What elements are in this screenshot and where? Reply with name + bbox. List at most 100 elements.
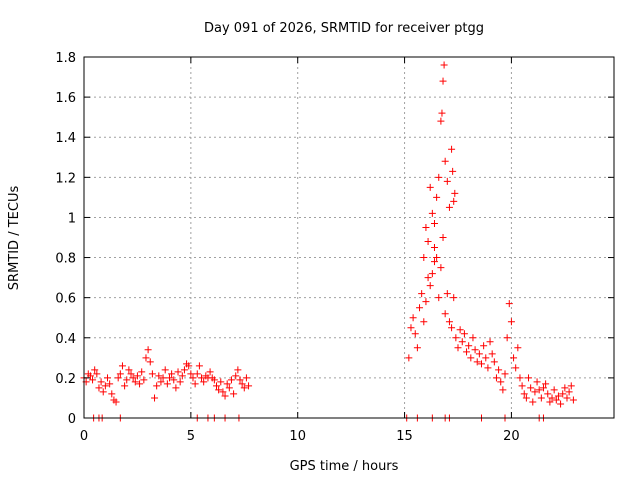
data-point (437, 117, 445, 125)
data-point (121, 382, 129, 390)
data-point (178, 372, 186, 380)
data-point (486, 338, 494, 346)
data-point (416, 304, 424, 312)
data-point (440, 61, 448, 69)
data-point (505, 300, 513, 308)
data-point (138, 368, 146, 376)
data-point (471, 346, 479, 354)
data-point (563, 394, 571, 402)
data-point (559, 390, 567, 398)
data-point (430, 258, 438, 266)
data-point (499, 386, 507, 394)
data-point (217, 378, 225, 386)
data-point (91, 366, 99, 374)
data-point (449, 167, 457, 175)
data-point (232, 372, 240, 380)
data-point (450, 197, 458, 205)
y-tick-label: 1.2 (55, 171, 76, 186)
data-point (191, 380, 199, 388)
data-point (548, 394, 556, 402)
data-point (475, 350, 483, 358)
y-tick-label: 1.8 (55, 51, 76, 66)
data-point (97, 378, 105, 386)
data-point (140, 376, 148, 384)
data-point (112, 398, 120, 406)
data-point (163, 380, 171, 388)
data-point (174, 368, 182, 376)
data-point (448, 324, 456, 332)
data-point (480, 342, 488, 350)
y-axis-label: SRMTID / TECUs (7, 186, 22, 291)
x-tick-label: 15 (396, 429, 413, 444)
data-point (561, 384, 569, 392)
data-point (435, 294, 443, 302)
data-point (527, 384, 535, 392)
y-tick-label: 1 (68, 211, 76, 226)
data-point (428, 270, 436, 278)
data-point (451, 189, 459, 197)
data-point (544, 390, 552, 398)
data-point (93, 370, 101, 378)
data-point (539, 384, 547, 392)
data-point (452, 334, 460, 342)
x-axis-label: GPS time / hours (290, 459, 399, 474)
data-point (454, 344, 462, 352)
data-point (210, 376, 218, 384)
data-point (165, 374, 173, 382)
x-tick-label: 10 (289, 429, 306, 444)
data-point (503, 334, 511, 342)
data-point (144, 346, 152, 354)
data-point (441, 157, 449, 165)
data-point (518, 382, 526, 390)
data-point (438, 109, 446, 117)
chart-title: Day 091 of 2026, SRMTID for receiver ptg… (204, 21, 484, 36)
tick-labels: 0 0.2 0.4 0.6 0.8 1 1.2 1.4 1.6 1.8 0 5 10 15 20 (55, 51, 519, 444)
data-point (443, 290, 451, 298)
data-point (185, 362, 193, 370)
grid (84, 57, 614, 418)
data-point (497, 378, 505, 386)
data-point (242, 374, 250, 382)
data-point (198, 374, 206, 382)
data-point (533, 378, 541, 386)
x-tick-label: 0 (80, 429, 88, 444)
data-point (510, 354, 518, 362)
data-point (525, 374, 533, 382)
y-tick-label: 0.2 (55, 372, 76, 387)
data-point (445, 318, 453, 326)
data-point (495, 366, 503, 374)
data-point (172, 384, 180, 392)
data-point (514, 344, 522, 352)
data-point (430, 244, 438, 252)
data-point (469, 334, 477, 342)
data-point (433, 254, 441, 262)
data-point (433, 193, 441, 201)
data-point (554, 392, 562, 400)
data-point (189, 374, 197, 382)
data-point (106, 380, 114, 388)
data-point (405, 354, 413, 362)
data-point (234, 366, 242, 374)
data-point (501, 370, 509, 378)
data-point (118, 362, 126, 370)
data-point (441, 310, 449, 318)
data-point (424, 238, 432, 246)
data-point (535, 386, 543, 394)
data-point (187, 370, 195, 378)
data-point (148, 370, 156, 378)
data-point (195, 362, 203, 370)
data-point (426, 183, 434, 191)
data-point (439, 77, 447, 85)
data-point (550, 386, 558, 394)
data-point (478, 360, 485, 368)
data-point (512, 364, 520, 372)
data-point (456, 326, 464, 334)
data-point (193, 370, 201, 378)
data-point (422, 298, 430, 306)
data-point (245, 382, 253, 390)
data-point (420, 318, 428, 326)
data-point (221, 392, 229, 400)
data-point (463, 348, 471, 356)
data-point (557, 400, 565, 408)
data-point (407, 324, 415, 332)
